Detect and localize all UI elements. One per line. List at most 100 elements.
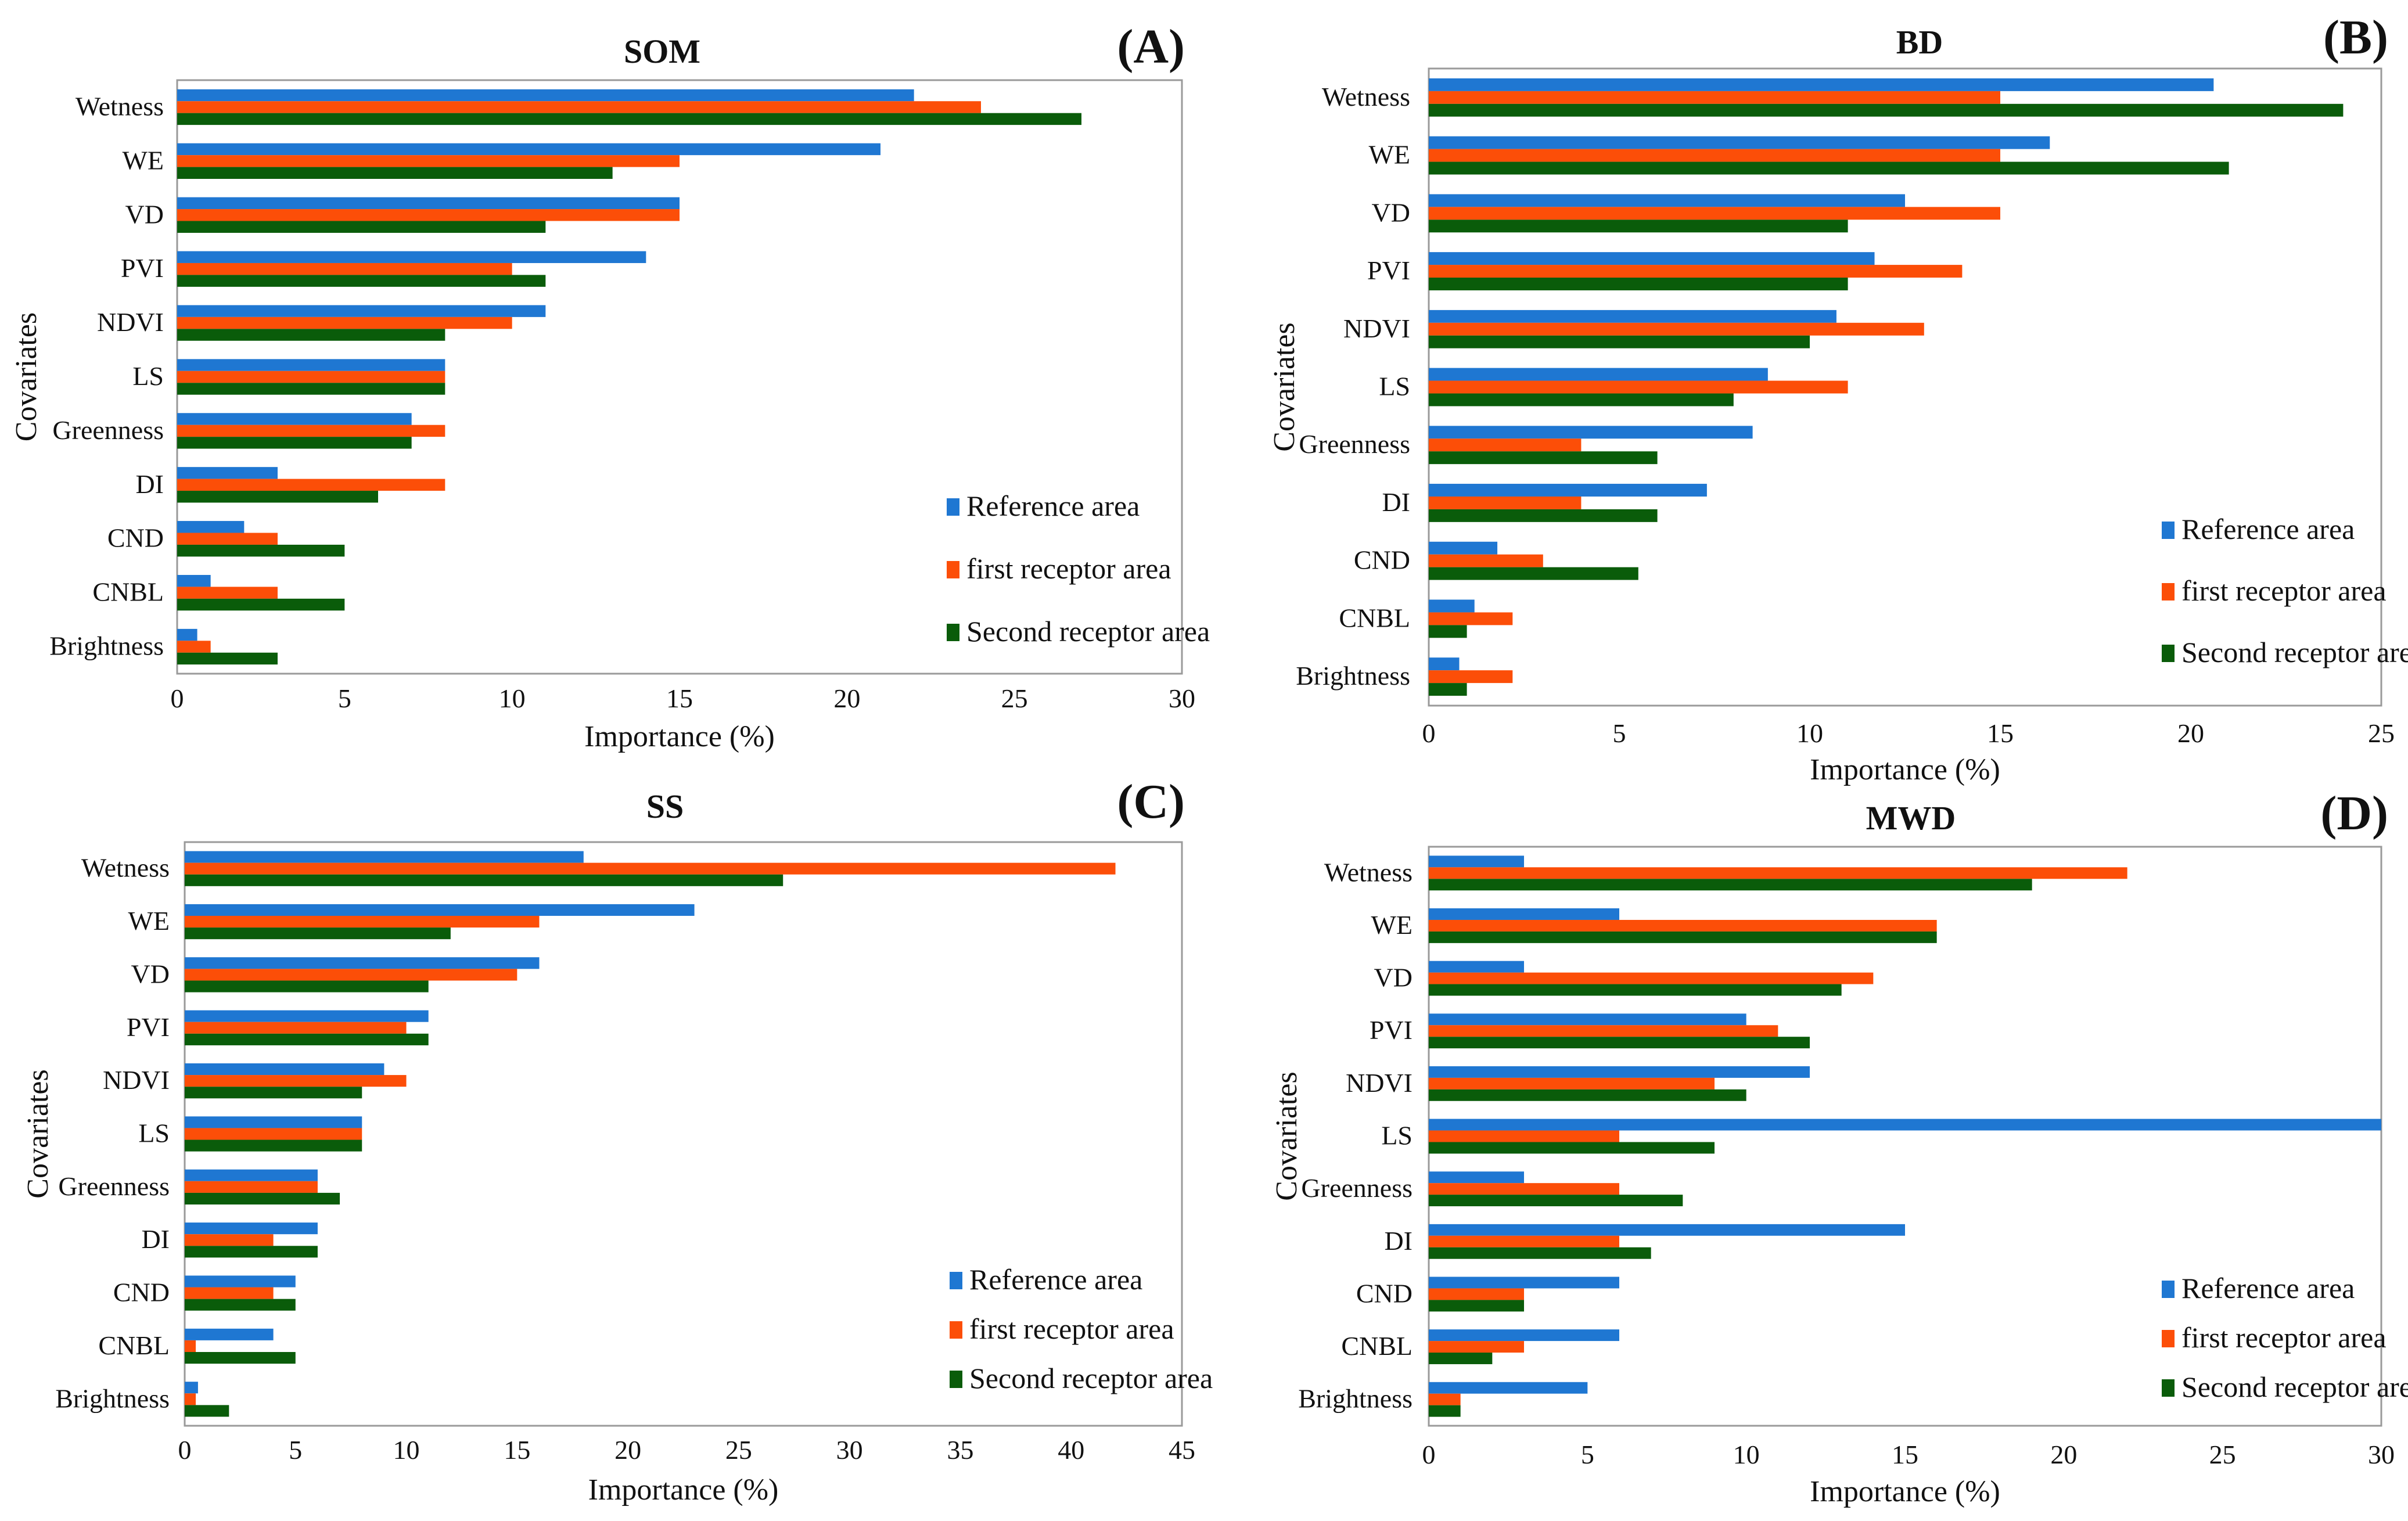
bar-first-receptor-area [1429, 496, 1582, 509]
chart-title: SS [646, 788, 684, 825]
bar-reference-area [1429, 426, 1753, 439]
category-label: Brightness [55, 1383, 170, 1413]
bar-first-receptor-area [177, 155, 680, 167]
category-label: Brightness [1298, 1384, 1413, 1414]
y-axis-label: Covariates [1270, 1071, 1303, 1200]
bar-first-receptor-area [177, 101, 981, 113]
bar-reference-area [1429, 657, 1460, 671]
bar-first-receptor-area [1429, 972, 1874, 984]
legend-swatch [947, 498, 959, 516]
panel-label: (D) [2320, 786, 2388, 840]
category-label: CND [1356, 1278, 1413, 1308]
panel-label: (B) [2323, 10, 2388, 64]
x-tick-label: 25 [2209, 1440, 2236, 1469]
bar-second-receptor-area [185, 1405, 229, 1417]
bar-first-receptor-area [185, 862, 1116, 875]
bar-second-receptor-area [1429, 1247, 1651, 1259]
panel-label: (A) [1117, 20, 1185, 74]
x-tick-label: 30 [2368, 1440, 2395, 1469]
x-tick-label: 35 [947, 1435, 973, 1465]
category-label: CNBL [92, 577, 164, 607]
bar-reference-area [185, 1010, 429, 1022]
bar-reference-area [177, 574, 211, 587]
legend-entry: first receptor area [2181, 574, 2387, 607]
bar-second-receptor-area [1429, 931, 1937, 943]
legend-swatch [2162, 1330, 2175, 1347]
y-axis-label: Covariates [21, 1069, 55, 1198]
bar-first-receptor-area [177, 209, 680, 221]
legend-entry: Reference area [2181, 1272, 2355, 1304]
bar-first-receptor-area [1429, 1288, 1524, 1300]
bar-second-receptor-area [185, 1033, 429, 1045]
category-label: Greenness [1301, 1173, 1413, 1203]
legend-swatch [2162, 583, 2175, 601]
bar-reference-area [185, 851, 584, 863]
bar-second-receptor-area [177, 383, 445, 395]
category-label: Wetness [1322, 82, 1410, 112]
bar-reference-area [185, 1275, 296, 1288]
bar-reference-area [177, 143, 880, 156]
category-label: Greenness [58, 1171, 170, 1201]
x-tick-label: 10 [393, 1435, 420, 1465]
bar-first-receptor-area [177, 317, 512, 329]
x-tick-label: 5 [1581, 1440, 1594, 1469]
bar-reference-area [177, 305, 546, 317]
bar-second-receptor-area [185, 1087, 362, 1099]
x-tick-label: 10 [499, 684, 526, 713]
bar-reference-area [185, 1116, 362, 1128]
bar-reference-area [185, 1222, 318, 1235]
bar-second-receptor-area [1429, 1405, 1461, 1417]
bar-second-receptor-area [177, 598, 345, 611]
bar-reference-area [177, 521, 245, 533]
bar-first-receptor-area [1429, 207, 2000, 220]
bar-reference-area [177, 251, 646, 263]
bar-first-receptor-area [1429, 670, 1513, 684]
bar-second-receptor-area [177, 491, 378, 503]
category-label: VD [131, 959, 170, 988]
bar-second-receptor-area [1429, 161, 2229, 175]
chart-panel-bd: BD (B) 0 5 10 15 20 25 Importance (%) Covariates W… [1268, 10, 2408, 786]
bar-second-receptor-area [177, 329, 445, 341]
legend-swatch [950, 1272, 962, 1289]
bar-reference-area [1429, 310, 1836, 323]
category-label: Brightness [1296, 661, 1410, 691]
bar-reference-area [1429, 855, 1524, 868]
legend-swatch [947, 561, 959, 578]
legend-entry: Second receptor area [2181, 1371, 2408, 1403]
bar-second-receptor-area [1429, 103, 2344, 117]
x-tick-label: 20 [614, 1435, 641, 1465]
x-tick-label: 5 [1613, 718, 1626, 748]
legend-entry: Second receptor area [966, 615, 1210, 648]
category-label: LS [1381, 1121, 1413, 1150]
category-label: NDVI [97, 307, 164, 337]
bar-second-receptor-area [177, 437, 412, 449]
bar-reference-area [185, 1063, 384, 1076]
category-label: Greenness [52, 415, 164, 445]
bar-reference-area [1429, 908, 1619, 920]
x-tick-label: 15 [504, 1435, 530, 1465]
bar-first-receptor-area [1429, 380, 1848, 394]
x-tick-label: 10 [1796, 718, 1823, 748]
category-label: Wetness [76, 91, 164, 121]
x-tick-label: 30 [1169, 684, 1195, 713]
y-axis-label: Covariates [10, 312, 43, 441]
chart-panel-ss: SS (C) 0 5 10 15 20 25 30 35 40 45 Importance (%) Cov… [21, 775, 1213, 1506]
category-label: PVI [1367, 256, 1410, 285]
bar-reference-area [177, 197, 680, 210]
bar-first-receptor-area [185, 969, 517, 981]
x-tick-label: 5 [289, 1435, 302, 1465]
x-tick-label: 0 [1422, 1440, 1436, 1469]
x-tick-label: 15 [1987, 718, 2014, 748]
bar-second-receptor-area [1429, 879, 2032, 891]
category-label: CNBL [1341, 1331, 1413, 1361]
bar-first-receptor-area [177, 479, 445, 491]
legend-swatch [950, 1321, 962, 1339]
chart-title: MWD [1866, 799, 1956, 837]
bar-first-receptor-area [177, 587, 278, 599]
x-tick-label: 25 [725, 1435, 752, 1465]
bar-reference-area [1429, 1277, 1619, 1289]
bar-first-receptor-area [185, 1075, 407, 1087]
category-label: NDVI [103, 1065, 170, 1095]
bar-second-receptor-area [1429, 1037, 1810, 1049]
